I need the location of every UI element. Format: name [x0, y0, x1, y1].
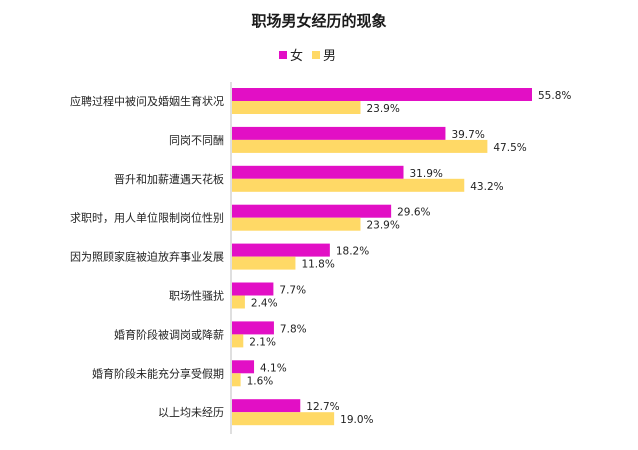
bar-female — [232, 399, 301, 413]
category-label: 职场性骚扰 — [169, 289, 224, 303]
data-label-male: 23.9% — [366, 220, 399, 232]
data-label-male: 23.9% — [366, 103, 399, 115]
data-label-male: 2.1% — [249, 336, 276, 348]
category-label: 同岗不同酬 — [169, 134, 224, 147]
data-label-female: 7.7% — [279, 285, 306, 297]
category-label: 婚育阶段被调岗或降薪 — [114, 327, 224, 341]
data-label-female: 55.8% — [538, 90, 571, 102]
data-label-male: 47.5% — [493, 142, 526, 154]
category-label: 应聘过程中被问及婚姻生育状况 — [70, 94, 224, 108]
data-label-female: 29.6% — [397, 207, 430, 219]
bar-male — [232, 373, 241, 387]
data-label-female: 18.2% — [336, 246, 369, 258]
data-label-male: 1.6% — [247, 375, 274, 387]
data-label-male: 19.0% — [340, 414, 373, 426]
bar-female — [232, 321, 274, 335]
data-label-female: 12.7% — [306, 401, 339, 413]
bar-male — [232, 178, 465, 192]
legend: 女 男 — [279, 48, 336, 64]
category-label: 求职时，用人单位限制岗位性别 — [70, 211, 224, 225]
bar-female — [232, 243, 330, 257]
bar-male — [232, 295, 245, 309]
bar-female — [232, 126, 446, 140]
category-label: 因为照顾家庭被迫放弃事业发展 — [70, 250, 224, 264]
legend-swatch-female — [279, 51, 287, 59]
bar-male — [232, 139, 488, 153]
bar-female — [232, 204, 392, 218]
category-label: 以上均未经历 — [158, 406, 224, 419]
legend-swatch-male — [312, 51, 320, 59]
data-label-female: 39.7% — [451, 129, 484, 141]
bar-female — [232, 282, 274, 296]
data-label-female: 7.8% — [280, 323, 307, 335]
data-label-male: 43.2% — [470, 181, 503, 193]
data-label-male: 2.4% — [251, 298, 278, 310]
legend-label-male: 男 — [323, 49, 336, 64]
chart-marks: 应聘过程中被问及婚姻生育状况 55.8% 23.9% 同岗不同酬 39.7% 47.5% 晋… — [70, 88, 571, 426]
data-label-female: 4.1% — [260, 362, 287, 374]
bar-female — [232, 88, 532, 101]
bar-male — [232, 101, 361, 114]
data-label-male: 11.8% — [301, 259, 334, 271]
bar-female — [232, 360, 255, 374]
bar-male — [232, 256, 296, 270]
data-label-female: 31.9% — [410, 168, 443, 180]
bar-male — [232, 217, 361, 231]
bar-male — [232, 334, 244, 348]
category-label: 晋升和加薪遭遇天花板 — [114, 172, 224, 186]
bar-female — [232, 165, 404, 179]
chart-title: 职场男女经历的现象 — [251, 12, 386, 30]
bar-male — [232, 412, 335, 426]
category-label: 婚育阶段未能充分享受假期 — [92, 366, 224, 380]
legend-label-female: 女 — [290, 48, 303, 64]
